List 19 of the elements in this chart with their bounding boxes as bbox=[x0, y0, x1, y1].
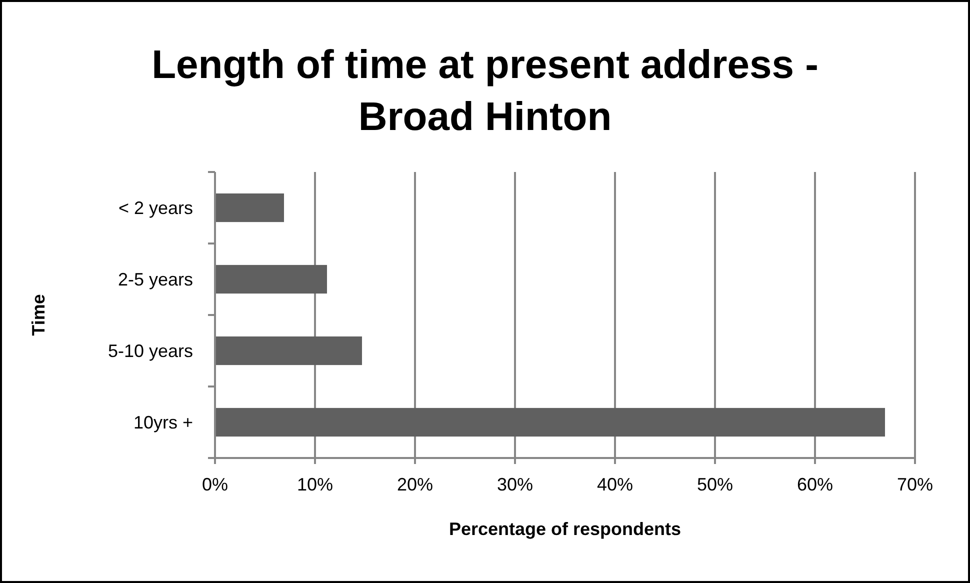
x-tick-label: 50% bbox=[696, 474, 734, 494]
chart-title: Length of time at present address - Broad Hinton bbox=[152, 43, 818, 139]
bar bbox=[215, 408, 885, 437]
y-tick-label: 5-10 years bbox=[108, 341, 193, 362]
y-tick-label: < 2 years bbox=[118, 198, 193, 218]
x-tick-label: 40% bbox=[596, 474, 634, 494]
y-axis-title: Time bbox=[28, 294, 48, 336]
bar bbox=[215, 336, 362, 366]
x-tick-label: 0% bbox=[202, 474, 228, 494]
x-axis-title: Percentage of respondents bbox=[448, 519, 682, 539]
bar bbox=[215, 193, 284, 222]
y-tick-label: 2-5 years bbox=[118, 270, 193, 290]
x-tick-label: 20% bbox=[396, 474, 434, 494]
bar bbox=[215, 264, 327, 294]
x-tick-label: 70% bbox=[896, 474, 934, 494]
x-tick-label: 60% bbox=[796, 474, 834, 494]
y-tick-label: 10yrs + bbox=[133, 412, 193, 433]
x-tick-label: 10% bbox=[296, 474, 334, 494]
x-tick-label: 30% bbox=[496, 474, 534, 494]
